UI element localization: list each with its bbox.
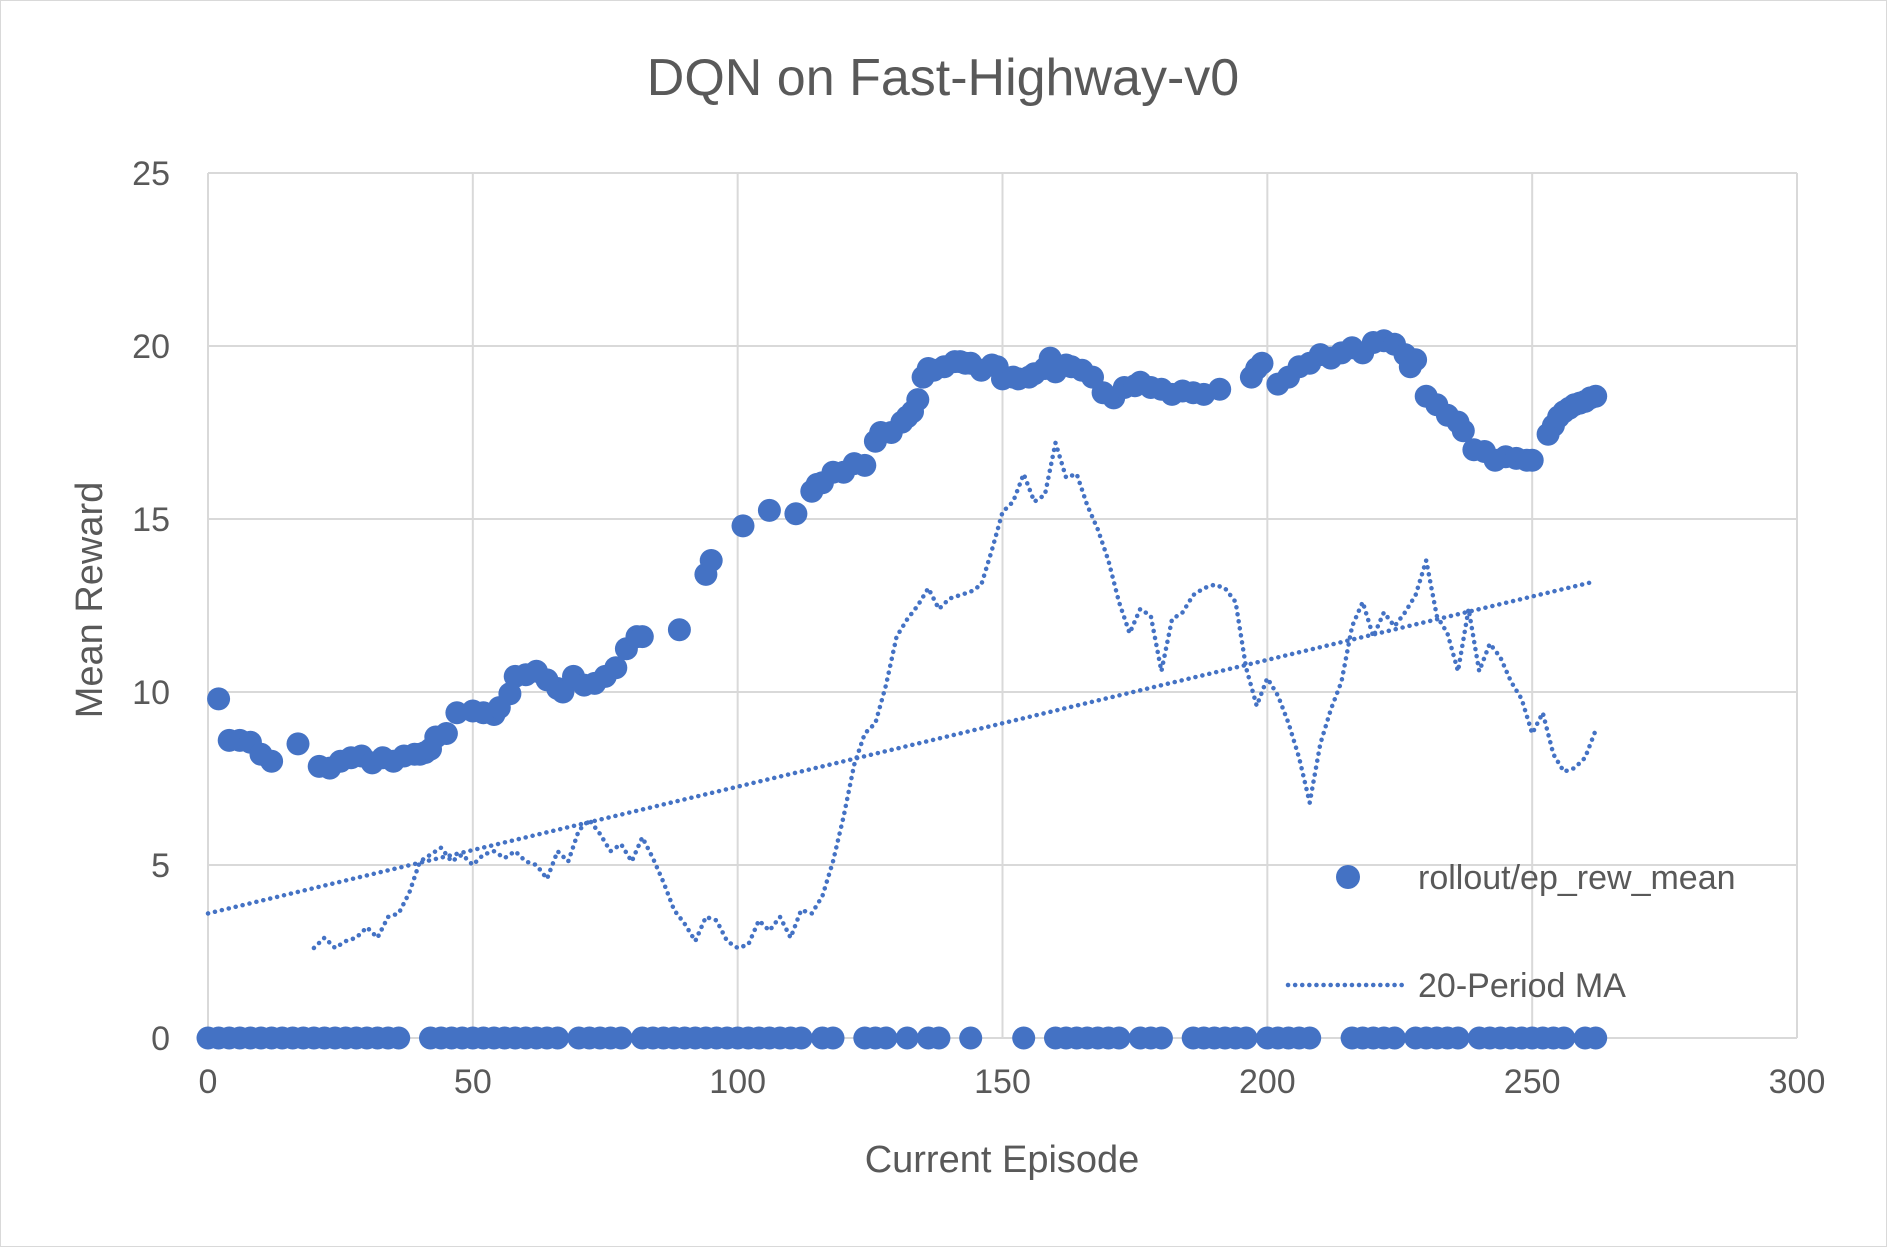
x-tick-label: 250	[1504, 1063, 1561, 1101]
x-tick-label: 200	[1239, 1063, 1296, 1101]
y-tick-label: 5	[151, 847, 170, 885]
x-tick-label: 100	[709, 1063, 766, 1101]
y-axis-title: Mean Reward	[69, 482, 111, 719]
x-tick-label: 0	[199, 1063, 218, 1101]
data-point	[906, 388, 930, 412]
data-point	[1298, 1026, 1322, 1050]
chart-title: DQN on Fast-Highway-v0	[647, 49, 1239, 107]
legend: rollout/ep_rew_mean 20-Period MA	[1285, 859, 1736, 1005]
y-tick-label: 25	[132, 155, 170, 193]
y-tick-label: 20	[132, 328, 170, 366]
data-point	[927, 1026, 951, 1050]
y-tick-label: 10	[132, 674, 170, 712]
data-point	[853, 453, 877, 477]
data-point	[784, 502, 808, 526]
data-point	[498, 682, 522, 706]
x-tick-label: 50	[454, 1063, 492, 1101]
data-point	[731, 514, 755, 538]
data-point	[1552, 1026, 1576, 1050]
data-point	[609, 1026, 633, 1050]
data-point	[895, 1026, 919, 1050]
data-point	[874, 1026, 898, 1050]
data-point	[667, 618, 691, 642]
data-point	[630, 625, 654, 649]
data-point	[959, 1026, 983, 1050]
data-point	[260, 749, 284, 773]
data-point	[1451, 419, 1475, 443]
data-point	[1012, 1026, 1036, 1050]
data-point	[207, 687, 231, 711]
moving-average-line	[311, 440, 1598, 951]
grid-lines	[207, 172, 1798, 1039]
x-tick-label: 300	[1769, 1063, 1826, 1101]
data-point	[757, 498, 781, 522]
y-tick-label: 15	[132, 501, 170, 539]
data-point	[1584, 384, 1608, 408]
data-point	[1404, 348, 1428, 372]
data-point	[1520, 448, 1544, 472]
data-point	[1234, 1026, 1258, 1050]
x-axis-title: Current Episode	[865, 1139, 1140, 1181]
data-point	[1446, 1026, 1470, 1050]
data-point	[1208, 377, 1232, 401]
scatter-points-layer	[196, 329, 1608, 1050]
data-point	[1383, 1026, 1406, 1050]
data-point	[546, 1026, 570, 1050]
y-tick-label: 0	[151, 1020, 170, 1058]
data-point	[434, 722, 458, 745]
data-point	[789, 1026, 813, 1050]
legend-label-ep-rew-mean: rollout/ep_rew_mean	[1418, 859, 1736, 897]
x-tick-label: 150	[974, 1063, 1031, 1101]
legend-label-ma: 20-Period MA	[1418, 967, 1626, 1005]
data-point	[286, 732, 310, 756]
legend-marker-circle	[1336, 865, 1360, 889]
data-point	[1584, 1026, 1608, 1050]
data-point	[1107, 1026, 1131, 1050]
moving-average-layer	[311, 440, 1598, 951]
data-point	[604, 656, 628, 680]
data-point	[1250, 351, 1274, 375]
data-point	[1149, 1026, 1173, 1050]
data-point	[699, 549, 723, 572]
data-point	[821, 1026, 845, 1050]
data-point	[387, 1026, 411, 1050]
